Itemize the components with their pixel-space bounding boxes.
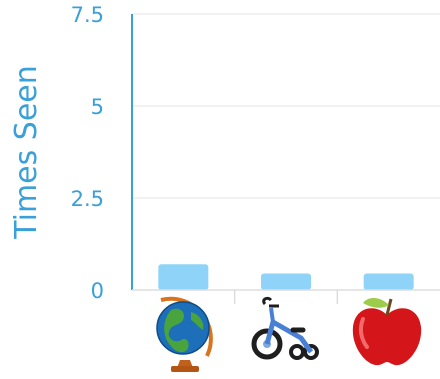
globe-icon: [156, 296, 213, 372]
apple-icon: [352, 298, 422, 366]
tricycle-icon: [251, 296, 319, 360]
bars: [158, 264, 414, 290]
y-tick-label: 5: [91, 95, 104, 119]
y-tick-label: 2.5: [71, 187, 104, 211]
y-axis-title: Times Seen: [9, 65, 44, 240]
gridlines: [132, 13, 440, 199]
bar: [158, 264, 209, 290]
bar: [261, 273, 311, 290]
bar: [363, 273, 414, 290]
y-tick-label: 7.5: [71, 3, 104, 27]
y-tick-labels: 0 2.5 5 7.5: [71, 3, 104, 303]
axes: [131, 14, 440, 291]
y-tick-label: 0: [91, 279, 104, 303]
x-ticks: [233, 290, 339, 304]
